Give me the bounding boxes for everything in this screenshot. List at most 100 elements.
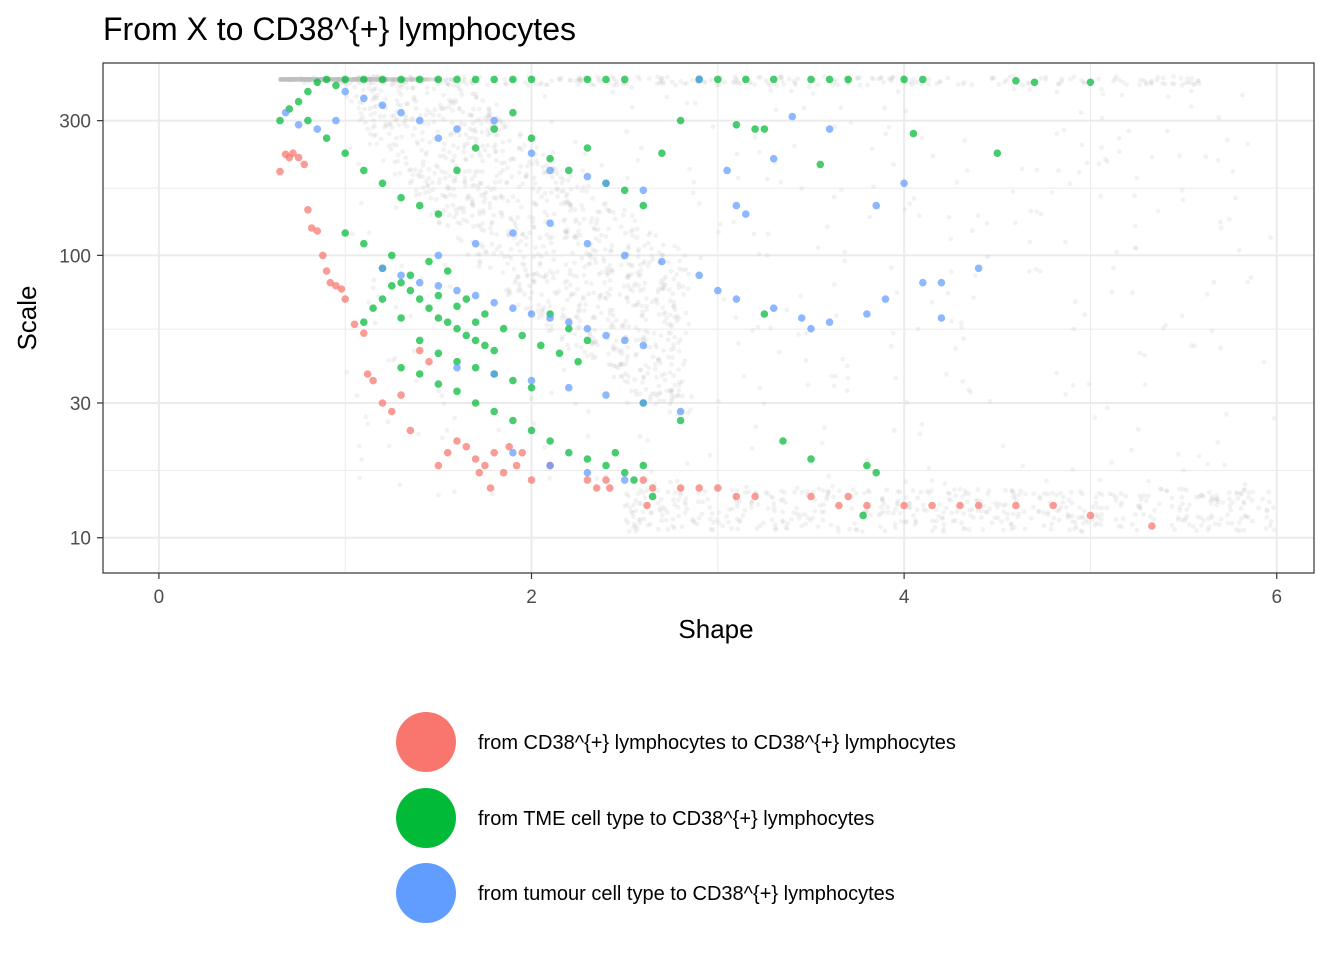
background-point <box>366 300 371 305</box>
background-point <box>441 147 447 152</box>
background-point <box>889 78 894 84</box>
background-point <box>609 243 615 249</box>
background-point <box>441 116 446 122</box>
background-point <box>633 523 639 529</box>
background-point <box>500 195 506 201</box>
background-point <box>1059 76 1065 82</box>
background-point <box>591 225 597 231</box>
background-point <box>636 246 642 252</box>
background-point <box>960 81 966 87</box>
background-point <box>1264 508 1270 514</box>
background-point <box>522 292 528 297</box>
background-point <box>424 182 430 188</box>
background-point <box>1177 505 1183 510</box>
background-point <box>354 77 360 82</box>
background-point <box>691 520 697 525</box>
background-point <box>551 211 557 217</box>
background-point <box>1163 322 1168 328</box>
background-point <box>691 518 696 524</box>
series-3-point <box>471 239 480 248</box>
background-point <box>1205 527 1211 533</box>
background-point <box>782 490 787 495</box>
background-point <box>349 77 355 82</box>
background-point <box>542 190 548 196</box>
series-3-point <box>974 264 983 273</box>
background-point <box>1109 460 1115 465</box>
background-point <box>300 77 305 82</box>
background-point <box>293 77 298 82</box>
background-point <box>788 88 794 94</box>
background-point <box>960 526 966 531</box>
series-1-point <box>341 295 350 303</box>
background-point <box>1063 504 1069 510</box>
background-point <box>424 107 430 113</box>
background-point <box>671 373 677 378</box>
background-point <box>366 77 372 82</box>
background-point <box>479 129 485 135</box>
background-point <box>1195 514 1200 520</box>
background-point <box>487 109 492 115</box>
background-point <box>836 529 841 534</box>
background-point <box>436 492 441 498</box>
series-1-point <box>643 501 651 510</box>
series-2-point <box>462 331 471 340</box>
background-point <box>622 378 628 384</box>
background-point <box>1192 81 1198 86</box>
background-point <box>493 149 499 155</box>
background-point <box>640 380 645 385</box>
background-point <box>883 131 888 137</box>
background-point <box>894 501 900 507</box>
background-point <box>299 77 304 82</box>
background-point <box>331 77 337 82</box>
background-point <box>646 365 652 371</box>
background-point <box>1093 500 1099 506</box>
background-point <box>729 526 735 531</box>
background-point <box>492 186 497 192</box>
background-point <box>1085 520 1091 525</box>
background-point <box>832 124 838 129</box>
background-point <box>989 520 995 526</box>
background-point <box>408 77 414 82</box>
background-point <box>403 161 409 166</box>
background-point <box>278 77 284 82</box>
background-point <box>393 142 399 148</box>
background-point <box>1028 208 1034 214</box>
background-point <box>1135 503 1141 509</box>
background-point <box>582 264 588 270</box>
background-point <box>475 169 481 174</box>
background-point <box>1230 500 1235 505</box>
background-point <box>462 179 468 184</box>
background-point <box>654 296 660 302</box>
background-point <box>529 161 535 167</box>
background-point <box>445 183 450 189</box>
background-point <box>911 196 917 201</box>
background-point <box>468 79 473 84</box>
background-point <box>537 186 542 192</box>
background-point <box>968 513 973 519</box>
background-point <box>416 174 422 180</box>
background-point <box>914 507 920 513</box>
background-point <box>598 310 604 316</box>
background-point <box>1118 502 1124 508</box>
background-point <box>637 337 643 342</box>
series-2-point <box>844 75 852 84</box>
background-point <box>669 323 674 329</box>
background-point <box>1248 275 1254 280</box>
background-point <box>420 162 426 168</box>
series-1-point <box>434 461 443 470</box>
background-point <box>386 443 392 449</box>
background-point <box>953 346 958 351</box>
background-point <box>854 75 860 81</box>
series-2-point <box>322 75 331 84</box>
series-3-point <box>872 201 880 210</box>
background-point <box>638 501 644 507</box>
background-point <box>441 153 446 158</box>
background-point <box>568 201 574 207</box>
background-point <box>1054 370 1059 376</box>
background-point <box>778 498 784 503</box>
background-point <box>282 77 287 82</box>
background-point <box>937 79 943 85</box>
background-point <box>1245 141 1251 147</box>
background-point <box>586 291 592 297</box>
background-point <box>662 377 668 383</box>
